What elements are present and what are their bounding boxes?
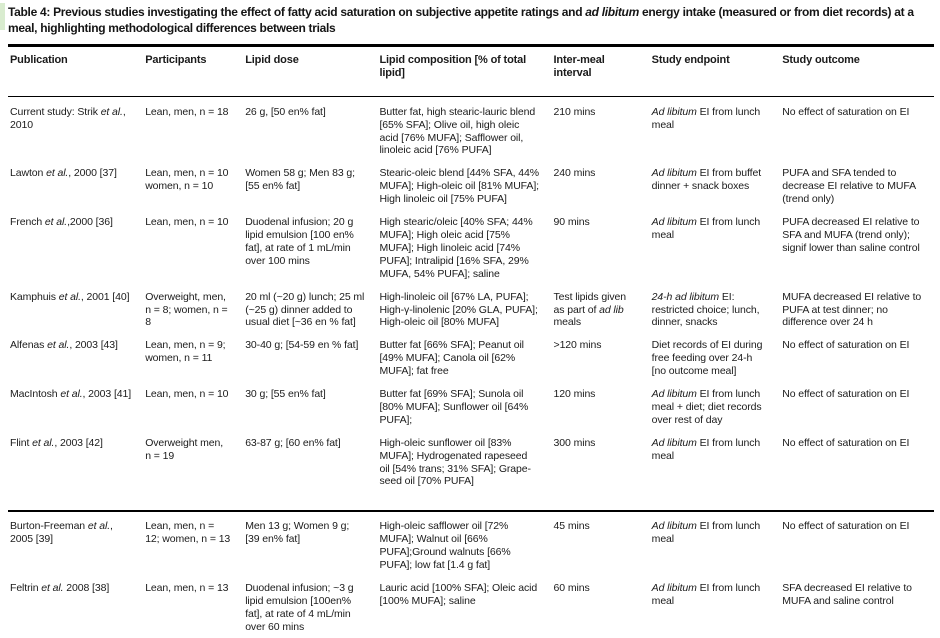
table-row: Current study: Strik et al., 2010 Lean, m…	[8, 96, 934, 162]
cell-lipid-dose: 26 g, [50 en% fat]	[245, 105, 326, 118]
cell-lipid-composition: Butter fat [66% SFA]; Peanut oil [49% MU…	[379, 339, 524, 378]
cell-study-outcome: No effect of saturation on EI	[782, 105, 910, 118]
studies-table: Publication Participants Lipid dose Lipid c…	[8, 43, 934, 638]
column-header: Lipid composition [% of total lipid]	[377, 45, 552, 97]
cell-lipid-composition: Butter fat, high stearic-lauric blend [6…	[379, 105, 536, 157]
cell-study-outcome: SFA decreased EI relative to MUFA and sa…	[782, 582, 912, 607]
cell-participants: Lean, men, n = 10	[145, 216, 229, 229]
cell-inter-meal-interval: 240 mins	[553, 167, 596, 180]
column-header: Inter-meal interval	[551, 45, 650, 97]
cell-publication: Current study: Strik et al., 2010	[10, 105, 126, 131]
cell-study-outcome: PUFA decreased EI relative to SFA and MU…	[782, 216, 920, 254]
column-header: Study endpoint	[649, 45, 781, 97]
cell-study-outcome: PUFA and SFA tended to decrease EI relat…	[782, 167, 916, 206]
cell-inter-meal-interval: Test lipids given as part of ad lib meal…	[553, 290, 627, 329]
cell-participants: Overweight men, n = 19	[145, 436, 224, 462]
cell-lipid-composition: High stearic/oleic [40% SFA; 44% MUFA]; …	[379, 216, 533, 280]
cell-participants: Lean, men, n = 10 women, n = 10	[145, 167, 229, 193]
table-row: Kamphuis et al., 2001 [40] Overweight, me…	[8, 286, 934, 335]
cell-lipid-composition: High-linoleic oil [67% LA, PUFA]; High-γ…	[379, 290, 538, 329]
cell-study-outcome: No effect of saturation on EI	[782, 436, 910, 449]
cell-lipid-composition: Stearic-oleic blend [44% SFA, 44% MUFA];…	[379, 167, 539, 206]
table-row: Flint et al., 2003 [42] Overweight men, n…	[8, 432, 934, 512]
cell-publication: Burton-Freeman et al., 2005 [39]	[8, 510, 144, 577]
column-header: Lipid dose	[243, 45, 378, 97]
cell-publication: French et al.,2000 [36]	[10, 216, 113, 229]
table-caption: Table 4: Previous studies investigating …	[8, 5, 914, 35]
cell-participants: Lean, men, n = 10	[145, 388, 229, 401]
table-row: Alfenas et al., 2003 [43] Lean, men, n = …	[8, 334, 934, 383]
cell-publication: Kamphuis et al., 2001 [40]	[10, 290, 130, 303]
cell-lipid-dose: Men 13 g; Women 9 g; [39 en% fat]	[243, 510, 378, 577]
table-row: Lawton et al., 2000 [37] Lean, men, n = 1…	[8, 162, 934, 211]
cell-lipid-dose: Duodenal infusion; 20 g lipid emulsion […	[245, 216, 354, 267]
cell-lipid-dose: 63-87 g; [60 en% fat]	[245, 436, 341, 449]
cell-study-endpoint: Ad libitum EI from lunch meal	[651, 582, 761, 607]
cell-study-endpoint: Diet records of EI during free feeding o…	[651, 339, 763, 378]
cell-inter-meal-interval: 45 mins	[551, 510, 650, 577]
cell-participants: Lean, men, n = 13	[145, 582, 229, 594]
cell-study-endpoint: 24-h ad libitum EI: restricted choice; l…	[651, 290, 760, 329]
column-header: Participants	[143, 45, 244, 97]
cell-lipid-composition: Butter fat [69% SFA]; Sunola oil [80% MU…	[379, 388, 529, 426]
cell-publication: Lawton et al., 2000 [37]	[10, 167, 117, 180]
cell-inter-meal-interval: 300 mins	[553, 436, 596, 449]
cell-study-outcome: MUFA decreased EI relative to PUFA at te…	[782, 290, 922, 329]
cell-study-outcome: No effect of saturation on EI	[782, 388, 910, 401]
cell-study-endpoint: Ad libitum EI from lunch meal	[649, 510, 781, 577]
cell-inter-meal-interval: 60 mins	[553, 582, 590, 594]
cell-study-endpoint: Ad libitum EI from lunch meal	[651, 436, 761, 462]
cell-study-endpoint: Ad libitum EI from lunch meal	[651, 105, 761, 131]
cell-study-endpoint: Ad libitum EI from buffet dinner + snack…	[651, 167, 762, 193]
cell-lipid-composition: Lauric acid [100% SFA]; Oleic acid [100%…	[379, 582, 538, 607]
cell-lipid-dose: 20 ml (~20 g) lunch; 25 ml (~25 g) dinne…	[245, 290, 365, 329]
scan-artifact	[0, 3, 5, 30]
cell-participants: Overweight, men, n = 8; women, n = 8	[145, 290, 228, 329]
cell-study-endpoint: Ad libitum EI from lunch meal + diet; di…	[651, 388, 762, 426]
table-row: Feltrin et al. 2008 [38] Lean, men, n = 1…	[8, 577, 934, 638]
cell-inter-meal-interval: 90 mins	[553, 216, 590, 229]
cell-participants: Lean, men, n = 12; women, n = 13	[143, 510, 244, 577]
cell-participants: Lean, men, n = 18	[145, 105, 229, 118]
table-row: Burton-Freeman et al., 2005 [39] Lean, me…	[8, 510, 934, 577]
cell-lipid-composition: High-oleic sunflower oil [83% MUFA]; Hyd…	[379, 436, 531, 488]
table-row: MacIntosh et al., 2003 [41] Lean, men, n …	[8, 383, 934, 432]
table-body: Current study: Strik et al., 2010 Lean, m…	[8, 96, 934, 638]
cell-lipid-dose: Women 58 g; Men 83 g; [55 en% fat]	[245, 167, 355, 193]
cell-publication: MacIntosh et al., 2003 [41]	[10, 388, 132, 401]
table-row: French et al.,2000 [36] Lean, men, n = 10…	[8, 211, 934, 286]
table-header: Publication Participants Lipid dose Lipid c…	[8, 45, 934, 97]
cell-inter-meal-interval: 210 mins	[553, 105, 596, 118]
cell-publication: Feltrin et al. 2008 [38]	[10, 582, 110, 594]
cell-lipid-composition: High-oleic safflower oil [72% MUFA]; Wal…	[377, 510, 552, 577]
cell-study-outcome: No effect of saturation on EI	[780, 510, 934, 577]
header-row: Publication Participants Lipid dose Lipid c…	[8, 45, 934, 97]
cell-study-endpoint: Ad libitum EI from lunch meal	[651, 216, 761, 241]
cell-publication: Flint et al., 2003 [42]	[10, 436, 103, 449]
cell-study-outcome: No effect of saturation on EI	[782, 339, 910, 352]
cell-publication: Alfenas et al., 2003 [43]	[10, 339, 118, 352]
cell-lipid-dose: Duodenal infusion; ~3 g lipid emulsion […	[245, 582, 354, 633]
cell-lipid-dose: 30 g; [55 en% fat]	[245, 388, 326, 401]
column-header: Publication	[8, 45, 144, 97]
cell-participants: Lean, men, n = 9; women, n = 11	[145, 339, 226, 365]
cell-inter-meal-interval: 120 mins	[553, 388, 596, 401]
column-header: Study outcome	[780, 45, 934, 97]
cell-lipid-dose: 30-40 g; [54-59 en % fat]	[245, 339, 359, 352]
cell-inter-meal-interval: >120 mins	[553, 339, 602, 352]
